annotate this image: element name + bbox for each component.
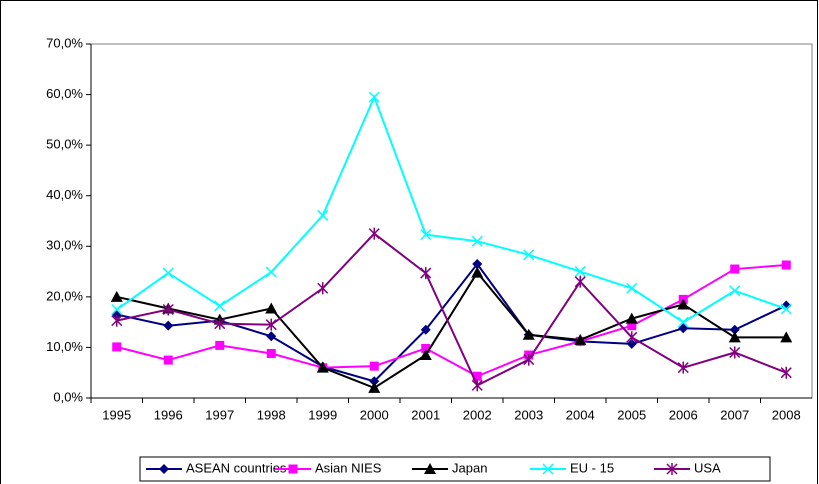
data-point xyxy=(523,353,535,366)
y-tick-label: 70,0% xyxy=(46,35,83,50)
data-point xyxy=(420,267,432,280)
data-point xyxy=(110,290,123,302)
x-tick-label: 2007 xyxy=(720,407,749,422)
data-point xyxy=(471,266,484,278)
data-point xyxy=(111,303,123,316)
data-point xyxy=(162,303,174,316)
data-point xyxy=(368,227,380,240)
data-point xyxy=(472,371,482,381)
x-tick-label: 2001 xyxy=(411,407,440,422)
data-point xyxy=(625,312,638,324)
data-point xyxy=(162,267,174,279)
data-point xyxy=(266,348,276,358)
legend-marker xyxy=(424,463,436,474)
y-tick-label: 40,0% xyxy=(46,187,83,202)
x-tick-label: 2002 xyxy=(463,407,492,422)
data-point xyxy=(729,324,740,335)
data-point xyxy=(728,331,741,343)
data-point xyxy=(780,303,792,315)
data-point xyxy=(265,318,277,331)
data-point xyxy=(266,331,277,342)
legend-label: ASEAN countries xyxy=(186,460,287,475)
data-point xyxy=(421,343,431,353)
series-line xyxy=(116,264,787,378)
y-tick-label: 30,0% xyxy=(46,238,83,253)
x-tick-label: 1995 xyxy=(102,407,131,422)
legend-marker xyxy=(666,463,678,475)
series-line xyxy=(116,94,787,324)
data-point xyxy=(729,346,741,359)
series-line xyxy=(116,270,787,390)
y-tick-label: 10,0% xyxy=(46,339,83,354)
data-point xyxy=(214,300,226,312)
data-point xyxy=(781,260,791,270)
x-tick-label: 2008 xyxy=(772,407,801,422)
y-tick-label: 20,0% xyxy=(46,288,83,303)
data-point xyxy=(780,366,792,379)
y-tick-label: 60,0% xyxy=(46,86,83,101)
data-point xyxy=(574,333,587,345)
y-tick-label: 50,0% xyxy=(46,137,83,152)
data-point xyxy=(780,331,793,343)
x-tick-label: 2005 xyxy=(617,407,646,422)
data-point xyxy=(677,361,689,374)
x-tick-label: 2004 xyxy=(566,407,595,422)
x-tick-label: 2006 xyxy=(669,407,698,422)
legend-marker xyxy=(542,463,554,475)
data-point xyxy=(522,328,535,340)
data-point xyxy=(627,321,637,331)
data-point xyxy=(420,324,431,335)
data-point xyxy=(316,361,329,373)
legend-label: USA xyxy=(694,460,721,475)
data-point xyxy=(214,317,226,330)
data-point xyxy=(111,314,123,327)
legend-label: Asian NIES xyxy=(315,460,382,475)
legend-marker xyxy=(288,464,298,474)
data-point xyxy=(677,298,690,310)
data-point xyxy=(626,331,638,344)
data-point xyxy=(729,285,741,297)
data-point xyxy=(419,349,432,361)
data-point xyxy=(420,229,432,241)
legend-label: EU - 15 xyxy=(570,460,614,475)
data-point xyxy=(369,376,380,387)
data-point xyxy=(163,320,174,331)
data-point xyxy=(112,342,122,352)
data-point xyxy=(215,340,225,350)
x-tick-label: 1996 xyxy=(154,407,183,422)
x-tick-label: 2003 xyxy=(514,407,543,422)
data-point xyxy=(472,258,483,269)
series-line xyxy=(116,232,787,387)
data-point xyxy=(678,323,689,334)
data-point xyxy=(265,266,277,278)
y-tick-label: 0,0% xyxy=(53,389,83,404)
data-point xyxy=(317,282,329,295)
data-point xyxy=(471,235,483,247)
data-point xyxy=(368,381,381,393)
data-point xyxy=(626,282,638,294)
data-point xyxy=(523,249,535,261)
plot-area xyxy=(90,43,813,399)
legend-marker xyxy=(159,464,169,474)
data-point xyxy=(677,316,689,328)
data-point xyxy=(317,209,329,221)
x-tick-label: 1998 xyxy=(257,407,286,422)
data-point xyxy=(265,302,278,314)
data-point xyxy=(163,355,173,365)
x-tick-label: 1997 xyxy=(205,407,234,422)
legend-label: Japan xyxy=(452,460,487,475)
x-tick-label: 2000 xyxy=(360,407,389,422)
data-point xyxy=(574,266,586,278)
data-point xyxy=(368,91,380,103)
data-point xyxy=(626,338,637,349)
x-tick-label: 1999 xyxy=(308,407,337,422)
data-point xyxy=(369,361,379,371)
data-point xyxy=(574,275,586,288)
data-point xyxy=(730,264,740,274)
data-point xyxy=(471,379,483,392)
